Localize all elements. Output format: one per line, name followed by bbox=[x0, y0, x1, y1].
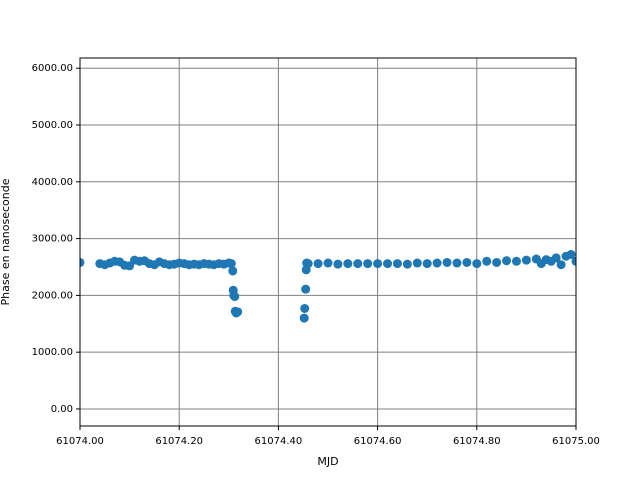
point bbox=[363, 259, 373, 269]
point bbox=[472, 259, 482, 269]
x-tick-label: 61074.40 bbox=[255, 436, 303, 447]
point bbox=[353, 259, 363, 269]
point bbox=[299, 313, 309, 323]
point bbox=[452, 258, 462, 268]
point bbox=[521, 255, 531, 265]
point bbox=[511, 256, 521, 266]
point bbox=[383, 259, 393, 269]
y-tick-label: 2000.00 bbox=[32, 290, 73, 301]
plot-points bbox=[80, 249, 576, 323]
y-tick-label: 6000.00 bbox=[32, 63, 73, 74]
point bbox=[228, 266, 238, 276]
point bbox=[492, 257, 502, 267]
point bbox=[556, 260, 566, 270]
point bbox=[422, 259, 432, 269]
point bbox=[233, 307, 243, 317]
point bbox=[551, 253, 561, 263]
point bbox=[432, 258, 442, 268]
point bbox=[80, 257, 85, 267]
x-tick-label: 61074.00 bbox=[56, 436, 104, 447]
tick-labels: 0.00 1000.00 2000.00 3000.00 4000.00 5000.00 6… bbox=[32, 63, 600, 447]
point bbox=[301, 284, 311, 294]
point bbox=[566, 249, 576, 259]
grid bbox=[79, 58, 577, 426]
point bbox=[442, 257, 452, 267]
point bbox=[482, 256, 492, 266]
y-tick-label: 0.00 bbox=[51, 404, 73, 415]
point bbox=[502, 256, 512, 266]
point bbox=[333, 259, 343, 269]
axes-frame bbox=[79, 57, 577, 427]
x-tick-label: 61074.60 bbox=[354, 436, 402, 447]
y-tick-label: 5000.00 bbox=[32, 120, 73, 131]
point bbox=[402, 259, 412, 269]
y-axis-label: Phase en nanoseconde bbox=[0, 178, 12, 305]
y-tick-label: 1000.00 bbox=[32, 347, 73, 358]
point bbox=[392, 259, 402, 269]
point bbox=[323, 258, 333, 268]
point bbox=[313, 259, 323, 269]
point bbox=[226, 259, 236, 269]
point bbox=[412, 258, 422, 268]
x-tick-label: 61074.20 bbox=[155, 436, 203, 447]
x-axis-label: MJD bbox=[317, 455, 338, 468]
point bbox=[462, 257, 472, 267]
point bbox=[343, 259, 353, 269]
y-tick-label: 3000.00 bbox=[32, 234, 73, 245]
point bbox=[571, 256, 576, 266]
point bbox=[230, 292, 240, 302]
point bbox=[303, 259, 313, 269]
point bbox=[373, 259, 383, 269]
point bbox=[300, 303, 310, 313]
x-tick-label: 61075.00 bbox=[552, 436, 600, 447]
y-tick-label: 4000.00 bbox=[32, 177, 73, 188]
x-tick-label: 61074.80 bbox=[453, 436, 501, 447]
